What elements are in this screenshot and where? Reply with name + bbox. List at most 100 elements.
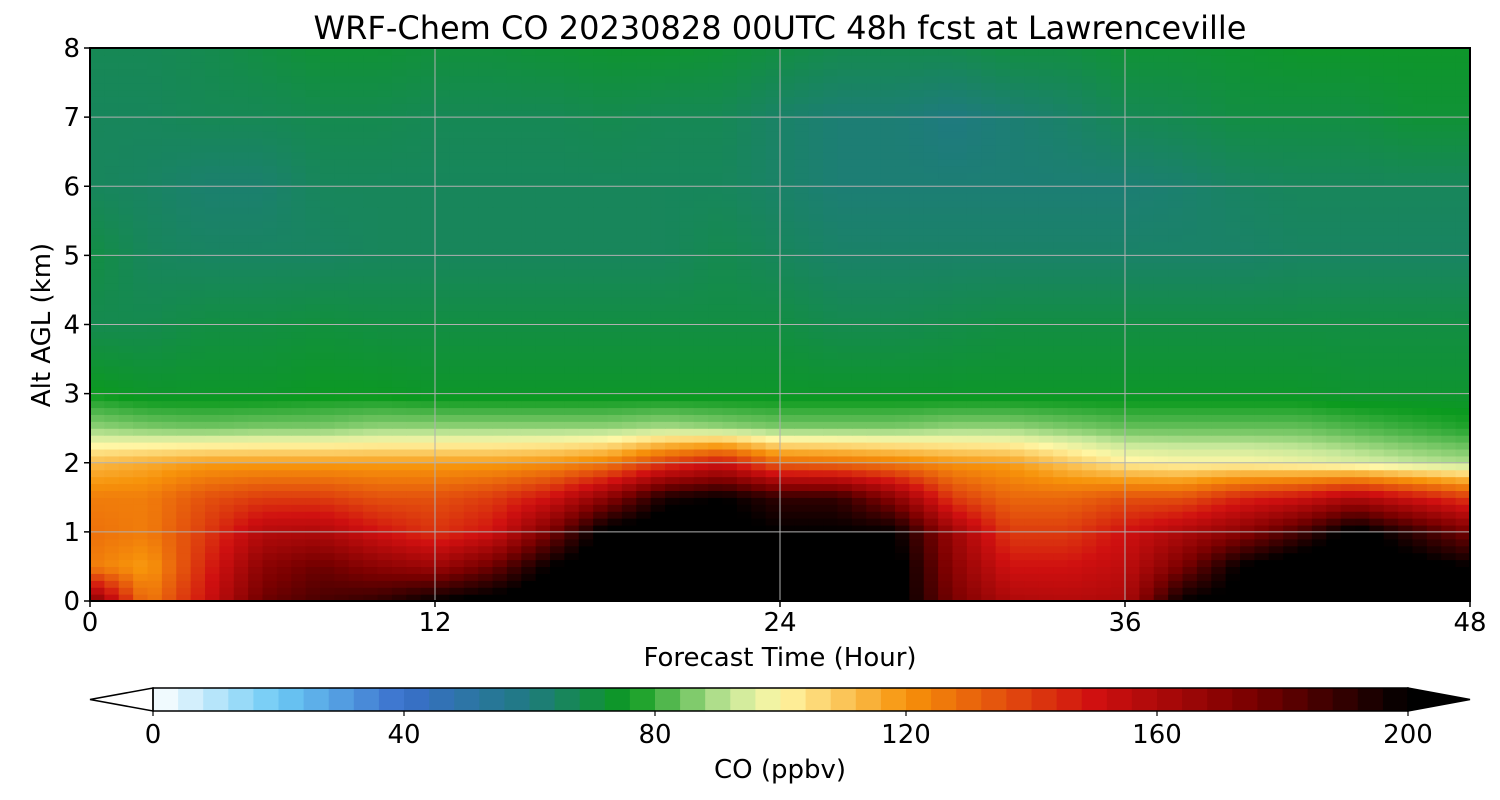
heatmap-cell <box>219 524 235 533</box>
heatmap-cell <box>492 255 508 263</box>
heatmap-cell <box>981 504 997 512</box>
heatmap-cell <box>1168 303 1184 312</box>
heatmap-cell <box>104 331 120 339</box>
heatmap-cell <box>823 435 839 443</box>
heatmap-cell <box>1182 331 1198 339</box>
heatmap-cell <box>1441 559 1457 568</box>
heatmap-cell <box>1038 400 1054 409</box>
heatmap-cell <box>564 407 580 415</box>
heatmap-cell <box>1398 248 1414 256</box>
heatmap-cell <box>966 317 982 326</box>
heatmap-cell <box>995 372 1011 381</box>
heatmap-cell <box>1125 414 1140 422</box>
heatmap-cell <box>1125 455 1140 464</box>
heatmap-cell <box>995 393 1011 402</box>
heatmap-cell <box>550 359 565 367</box>
heatmap-cell <box>363 435 379 443</box>
heatmap-cell <box>823 545 839 554</box>
heatmap-cell <box>478 407 494 415</box>
heatmap-cell <box>420 324 436 333</box>
heatmap-cell <box>463 359 479 367</box>
heatmap-cell <box>1369 248 1385 256</box>
heatmap-cell <box>1412 289 1428 298</box>
heatmap-cell <box>1168 469 1184 478</box>
heatmap-cell <box>535 455 551 464</box>
heatmap-cell <box>291 531 307 540</box>
heatmap-cell <box>478 428 494 436</box>
heatmap-cell <box>506 580 522 588</box>
heatmap-cell <box>463 414 479 422</box>
heatmap-cell <box>147 442 163 450</box>
heatmap-cell <box>1010 531 1025 540</box>
heatmap-cell <box>1067 538 1083 547</box>
heatmap-cell <box>435 414 450 422</box>
heatmap-cell <box>808 331 824 339</box>
heatmap-cell <box>550 407 565 415</box>
heatmap-cell <box>981 296 997 305</box>
heatmap-cell <box>1024 310 1040 319</box>
heatmap-cell <box>866 296 882 305</box>
heatmap-cell <box>1311 476 1327 485</box>
heatmap-cell <box>90 269 105 277</box>
heatmap-cell <box>248 345 264 353</box>
heatmap-cell <box>966 359 982 367</box>
heatmap-cell <box>391 372 407 381</box>
heatmap-cell <box>276 538 292 547</box>
heatmap-cell <box>1125 497 1140 505</box>
heatmap-cell <box>449 283 465 291</box>
heatmap-cell <box>1096 255 1112 263</box>
heatmap-cell <box>866 379 882 388</box>
heatmap-cell <box>880 289 896 298</box>
heatmap-cell <box>348 414 364 422</box>
heatmap-cell <box>377 497 393 505</box>
heatmap-cell <box>1297 241 1313 250</box>
heatmap-cell <box>780 476 795 485</box>
heatmap-cell <box>966 531 982 540</box>
heatmap-cell <box>1182 483 1198 491</box>
heatmap-cell <box>593 469 609 478</box>
heatmap-cell <box>550 538 565 547</box>
heatmap-cell <box>1182 511 1198 519</box>
heatmap-cell <box>190 365 206 374</box>
heatmap-cell <box>334 262 350 270</box>
heatmap-cell <box>1426 462 1442 471</box>
heatmap-cell <box>895 276 910 284</box>
heatmap-cell <box>535 248 551 256</box>
heatmap-cell <box>161 296 177 305</box>
heatmap-cell <box>665 455 680 464</box>
heatmap-cell <box>952 587 968 595</box>
heatmap-cell <box>593 269 609 277</box>
heatmap-cell <box>679 552 695 561</box>
heatmap-cell <box>104 241 120 250</box>
heatmap-cell <box>420 573 436 581</box>
heatmap-cell <box>1383 262 1399 270</box>
heatmap-cell <box>176 393 192 402</box>
heatmap-cell <box>1053 352 1069 360</box>
heatmap-cell <box>420 372 436 381</box>
heatmap-cell <box>665 511 680 519</box>
heatmap-cell <box>1383 414 1399 422</box>
heatmap-cell <box>334 552 350 561</box>
heatmap-cell <box>1254 352 1270 360</box>
heatmap-cell <box>233 504 249 512</box>
heatmap-cell <box>205 407 220 415</box>
heatmap-cell <box>1254 276 1270 284</box>
heatmap-cell <box>1067 587 1083 595</box>
heatmap-cell <box>219 421 235 429</box>
heatmap-cell <box>593 442 609 450</box>
heatmap-cell <box>1053 435 1069 443</box>
heatmap-cell <box>765 469 781 478</box>
heatmap-cell <box>521 283 537 291</box>
heatmap-cell <box>248 545 264 554</box>
heatmap-cell <box>1010 241 1025 250</box>
heatmap-cell <box>147 573 163 581</box>
heatmap-cell <box>1053 338 1069 346</box>
heatmap-cell <box>147 435 163 443</box>
heatmap-cell <box>966 483 982 491</box>
heatmap-cell <box>320 428 335 436</box>
heatmap-cell <box>981 476 997 485</box>
heatmap-cell <box>1096 386 1112 395</box>
heatmap-cell <box>578 262 594 270</box>
heatmap-cell <box>923 296 939 305</box>
heatmap-cell <box>233 442 249 450</box>
